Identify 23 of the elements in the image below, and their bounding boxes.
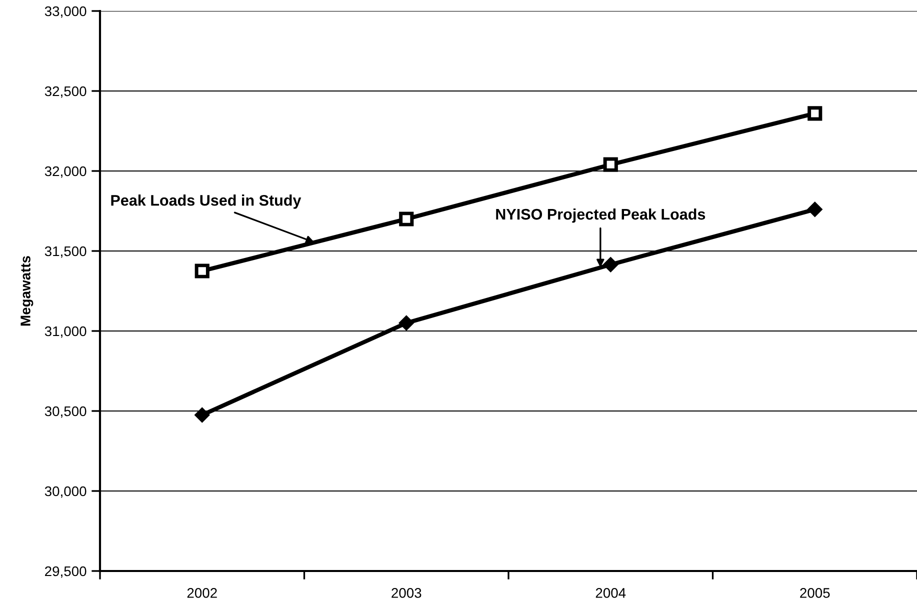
y-tick-label: 31,500 xyxy=(44,246,86,258)
y-tick-label: 30,500 xyxy=(44,406,86,418)
point xyxy=(603,157,618,172)
x-tick-label: 2005 xyxy=(800,588,830,598)
point xyxy=(398,315,414,331)
x-tick-label: 2003 xyxy=(392,588,422,598)
y-tick-label: 32,000 xyxy=(44,166,86,178)
y-tick-label: 31,000 xyxy=(44,326,86,338)
series-label: NYISO Projected Peak Loads xyxy=(496,208,706,223)
point xyxy=(603,257,618,272)
point xyxy=(808,106,822,121)
text: Peak Loads Used in Study xyxy=(111,194,302,209)
y-tick-label: 30,000 xyxy=(44,486,86,498)
point xyxy=(807,202,822,217)
point xyxy=(194,264,210,278)
point xyxy=(194,407,210,423)
y-tick-label: 29,500 xyxy=(45,566,86,578)
y-tick-label: 32,500 xyxy=(44,86,86,98)
point xyxy=(399,212,414,226)
y-axis-title: Megawatts xyxy=(20,256,34,326)
x-tick-label: 2002 xyxy=(187,588,217,598)
y-tick-label: 33,000 xyxy=(44,6,86,18)
x-tick-label: 2004 xyxy=(596,588,626,598)
